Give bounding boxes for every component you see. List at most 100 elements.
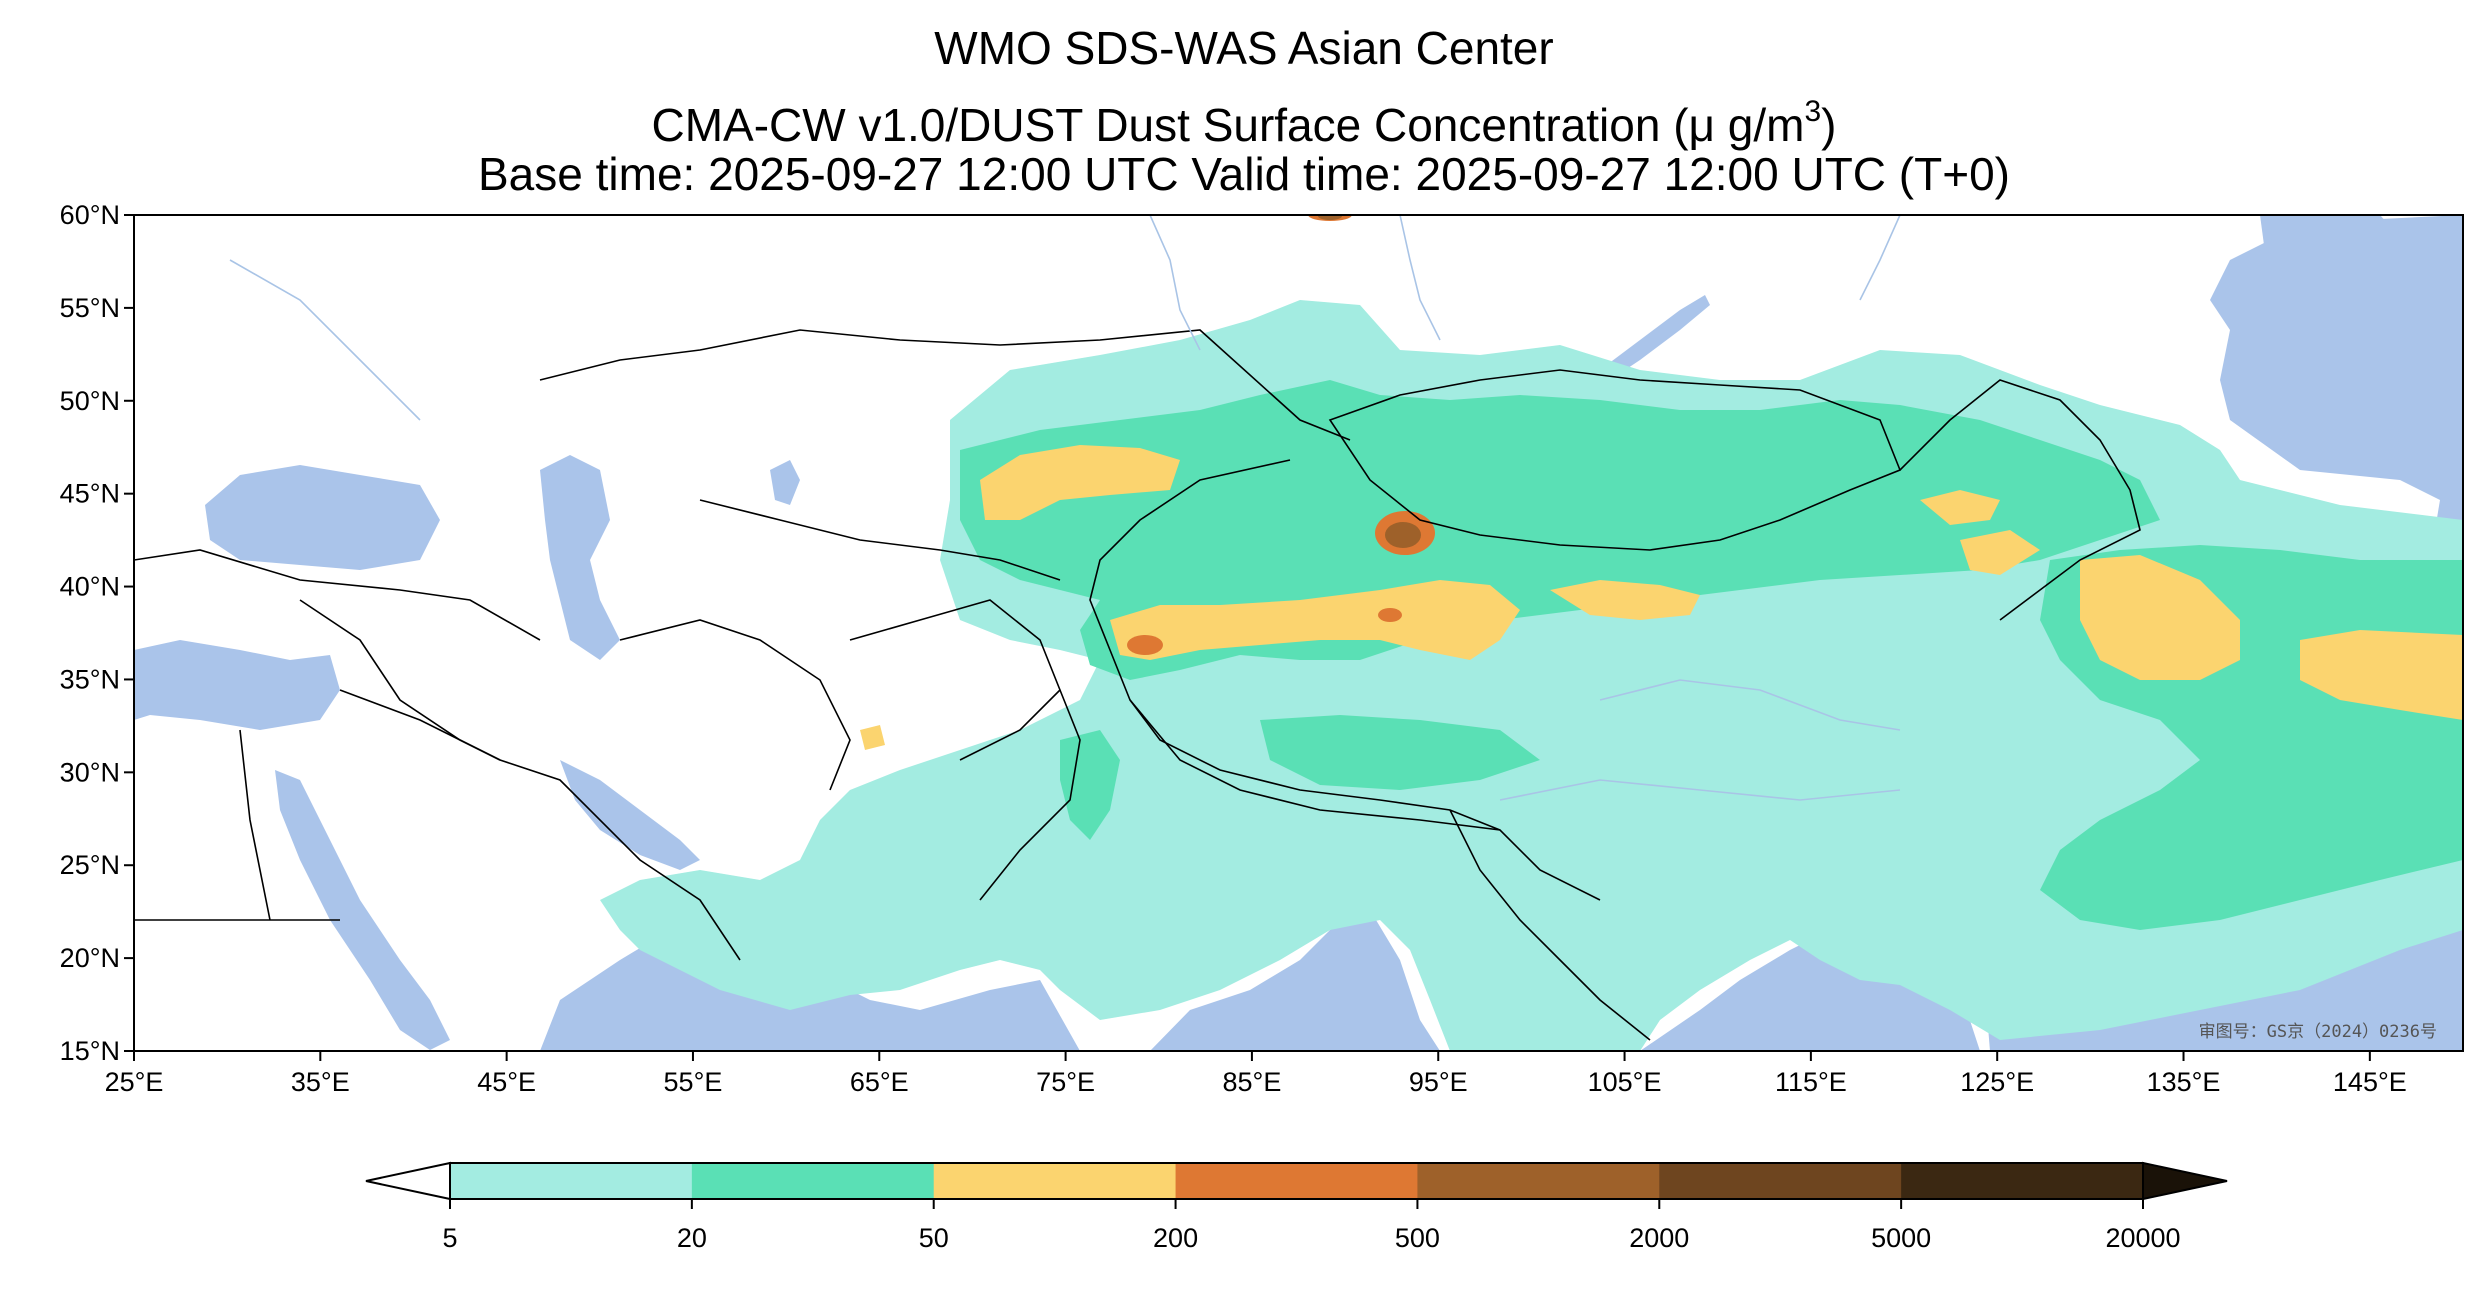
border-southeast-asia (1449, 809, 1651, 1041)
river-yellow (1599, 679, 1901, 731)
dust-level-20-50-india (1060, 730, 1120, 840)
colorbar-tick-label: 20 (677, 1223, 707, 1253)
lon-tick-label: 105°E (1588, 1067, 1662, 1097)
dust-hotspot-tarim-west (1127, 635, 1163, 655)
title-line-2: CMA-CW v1.0/DUST Dust Surface Concentrat… (0, 86, 2488, 151)
dust-core-tarim-north (1385, 522, 1421, 548)
lat-tick-label: 40°N (60, 572, 120, 602)
dust-concentration-field (600, 215, 2463, 1051)
dust-level-500-2000 (1318, 215, 1421, 548)
black-sea (205, 465, 440, 570)
lat-tick-label: 20°N (60, 943, 120, 973)
border-afghanistan (849, 599, 1061, 761)
border-india-pakistan (979, 689, 1081, 901)
lon-tick-label: 125°E (1960, 1067, 2034, 1097)
dust-korea-japan (2080, 555, 2240, 680)
colorbar-tick-label: 5 (442, 1223, 457, 1253)
dust-hotspot-tarim-south (1378, 608, 1402, 622)
lat-tick-label: 50°N (60, 386, 120, 416)
lon-tick-label: 135°E (2147, 1067, 2221, 1097)
red-sea (275, 770, 450, 1050)
dust-pacific-east (2300, 630, 2463, 720)
rivers (229, 215, 1901, 801)
title-unit: μ g/m (1688, 99, 1805, 151)
lat-tick-label: 60°N (60, 200, 120, 230)
lat-tick-label: 45°N (60, 479, 120, 509)
colorbar-tick-label: 50 (919, 1223, 949, 1253)
border-china-northeast (1899, 379, 2141, 621)
lat-tick-label: 30°N (60, 757, 120, 787)
border-turkey (134, 549, 541, 641)
title-line-1: WMO SDS-WAS Asian Center (934, 22, 1554, 74)
river-lena (1859, 215, 1901, 301)
border-arabia (339, 689, 741, 961)
colorbar-segment (691, 1163, 935, 1199)
longitude-axis: 25°E 35°E 45°E 55°E 65°E 75°E 85°E 95°E 105°E 115… (105, 1051, 2407, 1097)
lon-tick-label: 145°E (2333, 1067, 2407, 1097)
colorbar: 5 20 50 200 500 2000 5000 20000 (365, 1161, 2228, 1253)
lon-tick-label: 115°E (1775, 1067, 1847, 1097)
lon-tick-label: 55°E (664, 1067, 723, 1097)
border-mongolia (1328, 369, 1902, 551)
dust-level-20-50-tibet (1260, 715, 1540, 790)
lon-tick-label: 65°E (850, 1067, 909, 1097)
lon-tick-label: 35°E (291, 1067, 350, 1097)
title-line-2-text: CMA-CW v1.0/DUST Dust Surface Concentrat… (651, 99, 1689, 151)
colorbar-segment (933, 1163, 1177, 1199)
lon-tick-label: 85°E (1222, 1067, 1281, 1097)
lat-tick-label: 35°N (60, 664, 120, 694)
border-egypt (239, 729, 271, 921)
dust-kazakh-plume (980, 445, 1180, 520)
title-line-2-close: ) (1821, 99, 1837, 151)
bay-of-bengal (1150, 910, 1440, 1051)
lat-tick-label: 55°N (60, 293, 120, 323)
lake-baikal (1600, 295, 1710, 380)
colorbar-over-arrow (2142, 1161, 2228, 1201)
lat-tick-label: 15°N (60, 1036, 120, 1066)
country-borders (134, 329, 2141, 1041)
dust-inner-mongolia (1920, 490, 2000, 525)
map-area (134, 215, 2463, 1051)
mediterranean-sea (134, 640, 340, 730)
dust-taklimakan-plume (1110, 580, 1520, 660)
colorbar-segment (1417, 1163, 1660, 1199)
river-yangtze (1499, 779, 1901, 801)
lon-tick-label: 75°E (1036, 1067, 1095, 1097)
colorbar-tick-label: 200 (1153, 1223, 1198, 1253)
colorbar-tick-label: 2000 (1629, 1223, 1689, 1253)
river-yenisei (1399, 215, 1441, 341)
border-iran (619, 619, 851, 791)
title-unit-exponent: 3 (1804, 95, 1822, 128)
colorbar-segment (1901, 1163, 2144, 1199)
border-kazakhstan-russia (539, 329, 1351, 441)
map-approval-stamp: 审图号：GS京（2024）0236号 (2199, 1022, 2437, 1042)
latitude-axis: 60°N 55°N 50°N 45°N 40°N 35°N 30°N 25°N 20°N 15°N (60, 200, 134, 1066)
persian-gulf (560, 760, 700, 870)
lat-tick-label: 25°N (60, 850, 120, 880)
colorbar-under-arrow (365, 1161, 451, 1201)
border-middle-east (299, 599, 501, 761)
aral-sea (770, 460, 800, 505)
river-volga (229, 259, 421, 421)
border-central-asia (699, 499, 1061, 581)
caspian-sea (540, 455, 620, 660)
map-frame (133, 214, 2464, 1052)
colorbar-tick-label: 500 (1395, 1223, 1440, 1253)
colorbar-tick-label: 20000 (2105, 1223, 2180, 1253)
colorbar-segment (1659, 1163, 1902, 1199)
river-ob (1149, 215, 1201, 351)
lon-tick-label: 95°E (1409, 1067, 1468, 1097)
title-line-3: Base time: 2025-09-27 12:00 UTC Valid ti… (478, 148, 2010, 200)
colorbar-tick-label: 5000 (1871, 1223, 1931, 1253)
colorbar-segment (1175, 1163, 1418, 1199)
dust-core-russia-north (1318, 215, 1342, 220)
colorbar-segment (450, 1163, 693, 1199)
dust-northeast (1960, 530, 2040, 575)
okhotsk-sea (2260, 215, 2420, 330)
border-himalaya (1129, 699, 1601, 901)
lon-tick-label: 45°E (477, 1067, 536, 1097)
dust-level-50-200 (860, 445, 2463, 750)
dust-iran-spot (860, 725, 885, 750)
dust-gobi-plume (1550, 580, 1700, 620)
